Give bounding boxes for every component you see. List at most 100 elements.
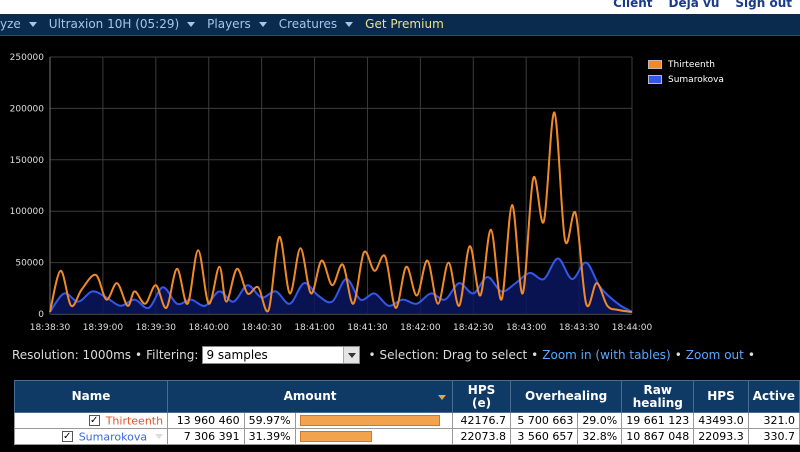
chart-controls: Resolution: 1000ms • Filtering: 9 sample…: [12, 346, 759, 364]
sort-desc-icon: [438, 395, 447, 400]
amount-pct-cell: 31.39%: [243, 428, 296, 445]
x-tick-label: 18:39:00: [83, 323, 124, 333]
nav-item-3[interactable]: Creatures: [279, 17, 354, 31]
nav-item-label: yze: [0, 17, 21, 31]
y-tick-label: 250000: [10, 53, 45, 63]
resolution-label: Resolution: 1000ms: [12, 348, 132, 362]
x-tick-label: 18:40:00: [189, 323, 230, 333]
table-row[interactable]: ✓ Sumarokova 7 306 391 31.39% 22073.8 3 560 6…: [13, 428, 800, 445]
legend-swatch-orange: [648, 60, 662, 69]
hps-e-cell: 22073.8: [452, 428, 512, 445]
chevron-down-icon[interactable]: [343, 347, 360, 363]
hps-cell: 43493.0: [693, 412, 749, 429]
chevron-down-icon: [28, 21, 37, 27]
y-tick-label: 150000: [10, 156, 45, 166]
raw-healing-cell: 10 867 048: [621, 428, 695, 445]
overhealing-pct-cell: 32.8%: [577, 428, 623, 445]
amount-bar-cell: [294, 412, 454, 429]
nav-items: yze Ultraxion 10H (05:29) Players Creatures…: [0, 17, 444, 31]
raw-line1: Raw: [643, 382, 672, 397]
chevron-down-icon[interactable]: [155, 434, 164, 440]
zoom-in-link[interactable]: Zoom in (with tables): [542, 348, 671, 362]
player-name-cell[interactable]: ✓ Thirteenth: [13, 412, 169, 429]
column-header-name[interactable]: Name: [13, 380, 169, 413]
nav-item-1[interactable]: Ultraxion 10H (05:29): [48, 17, 196, 31]
overhealing-cell: 3 560 657: [510, 428, 579, 445]
separator-bullet: •: [674, 348, 682, 362]
legend-item-sumarokova: Sumarokova: [648, 72, 724, 87]
nav-item-0[interactable]: yze: [0, 17, 37, 31]
nav-item-2[interactable]: Players: [207, 17, 267, 31]
separator-bullet: •: [747, 348, 755, 362]
chart-canvas[interactable]: 0 50000 100000 150000 200000 250000 18:38:30 18…: [0, 37, 800, 337]
healing-table: Name Amount HPS (e) Overhealing Raw heal…: [13, 380, 800, 445]
checkbox[interactable]: ✓: [88, 415, 100, 427]
client-link[interactable]: Client: [613, 0, 653, 10]
column-header-raw-healing[interactable]: Raw healing: [621, 380, 695, 413]
x-tick-label: 18:42:00: [400, 323, 441, 333]
zoom-out-link[interactable]: Zoom out: [685, 348, 744, 362]
overhealing-cell: 5 700 663: [510, 412, 579, 429]
sign-out-link[interactable]: Sign out: [735, 0, 792, 10]
amount-cell: 13 960 460: [167, 412, 245, 429]
column-header-active[interactable]: Active: [747, 380, 800, 413]
y-tick-label: 100000: [10, 207, 45, 217]
player-name[interactable]: Sumarokova: [78, 430, 148, 444]
filtering-select[interactable]: 9 samples: [202, 346, 361, 364]
separator-bullet: •: [368, 348, 376, 362]
raw-line2: healing: [632, 395, 683, 410]
series-line-thirteenth: [49, 111, 633, 313]
nav-item-label: Get Premium: [365, 17, 444, 31]
x-tick-label: 18:40:30: [241, 323, 282, 333]
y-tick-label: 200000: [10, 104, 45, 114]
x-tick-label: 18:38:30: [30, 323, 71, 333]
amount-pct-cell: 59.97%: [243, 412, 296, 429]
x-tick-label: 18:44:00: [612, 323, 653, 333]
nav-item-label: Ultraxion 10H (05:29): [48, 17, 180, 31]
nav-item-4[interactable]: Get Premium: [365, 17, 444, 31]
healing-chart[interactable]: 0 50000 100000 150000 200000 250000 18:38:30 18…: [0, 37, 800, 337]
y-tick-label: 0: [38, 310, 44, 320]
checkbox[interactable]: ✓: [61, 431, 73, 443]
amount-bar: [299, 415, 440, 426]
hps-e-cell: 42176.7: [452, 412, 512, 429]
chart-legend: Thirteenth Sumarokova: [648, 57, 724, 87]
deja-vu-link[interactable]: Deja vu: [668, 0, 720, 10]
legend-label: Sumarokova: [668, 74, 724, 85]
x-tick-label: 18:41:30: [347, 323, 388, 333]
amount-bar: [299, 431, 373, 442]
column-header-hps[interactable]: HPS: [693, 380, 749, 413]
x-tick-label: 18:39:30: [136, 323, 177, 333]
filtering-label: Filtering:: [146, 348, 199, 362]
table-body: ✓ Thirteenth 13 960 460 59.97% 42176.7 5 700 …: [13, 412, 800, 445]
column-header-overhealing[interactable]: Overhealing: [510, 380, 623, 413]
plot-area: [50, 57, 632, 314]
hps-cell: 22093.3: [693, 428, 749, 445]
active-cell: 321.0: [747, 412, 800, 429]
x-tick-label: 18:43:00: [506, 323, 547, 333]
table-header-row: Name Amount HPS (e) Overhealing Raw heal…: [13, 380, 800, 413]
column-header-hps-e[interactable]: HPS (e): [452, 380, 512, 413]
y-tick-label: 50000: [15, 259, 44, 269]
legend-swatch-blue: [648, 75, 662, 84]
x-tick-label: 18:41:00: [294, 323, 335, 333]
player-name-cell[interactable]: ✓ Sumarokova: [13, 428, 169, 445]
chevron-down-icon: [187, 21, 196, 27]
separator-bullet: •: [531, 348, 539, 362]
nav-bar: yze Ultraxion 10H (05:29) Players Creatures…: [0, 14, 800, 36]
column-header-amount[interactable]: Amount: [167, 380, 454, 413]
nav-item-label: Players: [207, 17, 251, 31]
chevron-down-icon: [345, 21, 354, 27]
series-line-sumarokova: [49, 257, 633, 313]
raw-healing-cell: 19 661 123: [621, 412, 695, 429]
header-links: Client Deja vu Sign out: [613, 0, 792, 10]
separator-bullet: •: [135, 348, 143, 362]
table-row[interactable]: ✓ Thirteenth 13 960 460 59.97% 42176.7 5 700 …: [13, 412, 800, 429]
player-name[interactable]: Thirteenth: [105, 414, 164, 428]
top-header: Client Deja vu Sign out: [0, 0, 800, 14]
amount-cell: 7 306 391: [167, 428, 245, 445]
overhealing-pct-cell: 29.0%: [577, 412, 623, 429]
legend-item-thirteenth: Thirteenth: [648, 57, 724, 72]
column-header-amount-label: Amount: [283, 389, 337, 403]
chevron-down-icon: [258, 21, 267, 27]
